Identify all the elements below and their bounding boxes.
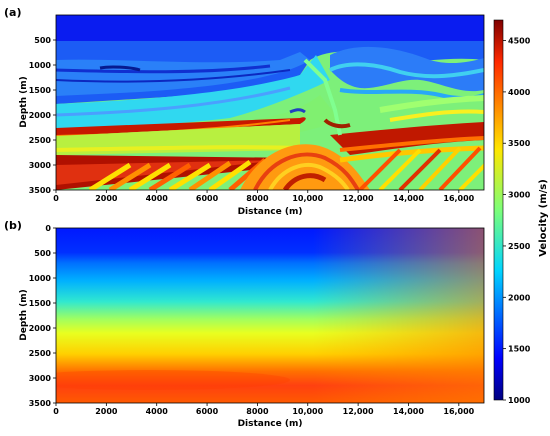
panel-a-xtick-label: 0 bbox=[53, 194, 59, 203]
colorbar-gradient bbox=[493, 19, 504, 401]
colorbar-tick-label: 1000 bbox=[508, 396, 531, 405]
panel-a-xlabel: Distance (m) bbox=[238, 207, 303, 217]
panel-a-xtick-label: 2000 bbox=[95, 194, 118, 203]
panel-a-ticks: 0 2000 4000 6000 8000 10,000 12,000 14,000 16,00… bbox=[29, 36, 475, 203]
panel-a-ytick-label: 1000 bbox=[29, 61, 52, 70]
colorbar-tick-label: 4500 bbox=[508, 37, 531, 46]
panel-b-ytick-label: 0 bbox=[45, 224, 51, 233]
panel-b-ticks: 0 2000 4000 6000 8000 10,000 12,000 14,000 16,00… bbox=[29, 224, 475, 416]
panel-a-velocity-image bbox=[56, 15, 484, 190]
panel-b-ytick-label: 3000 bbox=[29, 374, 52, 383]
panel-a-xtick-label: 8000 bbox=[246, 194, 269, 203]
panel-b-xtick-label: 6000 bbox=[196, 407, 219, 416]
colorbar-ticks: 1000 1500 2000 2500 3000 3500 4000 4500 bbox=[503, 37, 531, 405]
panel-a-xtick-label: 4000 bbox=[146, 194, 169, 203]
panel-b-xtick-label: 12,000 bbox=[343, 407, 374, 416]
colorbar-tick-label: 3500 bbox=[508, 139, 531, 148]
panel-a-xtick-label: 16,000 bbox=[443, 194, 474, 203]
panel-b-ytick-label: 3500 bbox=[29, 399, 52, 408]
panel-a: (a) bbox=[4, 6, 485, 217]
panel-b: (b) 0 2000 4000 6000 8000 10,000 12,000 14,000 1… bbox=[4, 219, 485, 429]
panel-a-ytick-label: 3000 bbox=[29, 161, 52, 170]
colorbar-tick-label: 3000 bbox=[508, 191, 531, 200]
panel-b-ylabel: Depth (m) bbox=[19, 289, 29, 340]
panel-b-xtick-label: 14,000 bbox=[393, 407, 424, 416]
panel-b-ytick-label: 2000 bbox=[29, 324, 52, 333]
panel-a-ytick-label: 1500 bbox=[29, 86, 52, 95]
panel-b-ytick-label: 1500 bbox=[29, 299, 52, 308]
panel-a-ylabel: Depth (m) bbox=[19, 76, 29, 127]
panel-b-ytick-label: 2500 bbox=[29, 349, 52, 358]
panel-b-xtick-label: 8000 bbox=[246, 407, 269, 416]
colorbar-label: Velocity (m/s) bbox=[538, 179, 549, 257]
panel-b-ytick-label: 1000 bbox=[29, 274, 52, 283]
panel-b-xtick-label: 10,000 bbox=[292, 407, 323, 416]
panel-a-ytick-label: 3500 bbox=[29, 186, 52, 195]
panel-b-xtick-label: 4000 bbox=[146, 407, 169, 416]
colorbar-tick-label: 1500 bbox=[508, 345, 531, 354]
colorbar-tick-label: 4000 bbox=[508, 88, 531, 97]
colorbar: 1000 1500 2000 2500 3000 3500 4000 4500 Velocit… bbox=[493, 19, 549, 405]
panel-b-xtick-label: 2000 bbox=[95, 407, 118, 416]
panel-a-xtick-label: 10,000 bbox=[292, 194, 323, 203]
panel-a-ytick-label: 500 bbox=[34, 36, 51, 45]
colorbar-tick-label: 2000 bbox=[508, 293, 531, 302]
colorbar-tick-label: 2500 bbox=[508, 242, 531, 251]
panel-a-ytick-label: 2500 bbox=[29, 136, 52, 145]
panel-a-xtick-label: 6000 bbox=[196, 194, 219, 203]
panel-a-xtick-label: 12,000 bbox=[343, 194, 374, 203]
panel-b-xtick-label: 0 bbox=[53, 407, 59, 416]
panel-a-label: (a) bbox=[4, 6, 21, 19]
panel-b-velocity-image bbox=[56, 228, 484, 403]
panel-a-ytick-label: 2000 bbox=[29, 111, 52, 120]
panel-b-label: (b) bbox=[4, 219, 22, 232]
panel-b-ytick-label: 500 bbox=[34, 249, 51, 258]
panel-a-xtick-label: 14,000 bbox=[393, 194, 424, 203]
panel-b-xlabel: Distance (m) bbox=[238, 419, 303, 429]
panel-b-xtick-label: 16,000 bbox=[443, 407, 474, 416]
